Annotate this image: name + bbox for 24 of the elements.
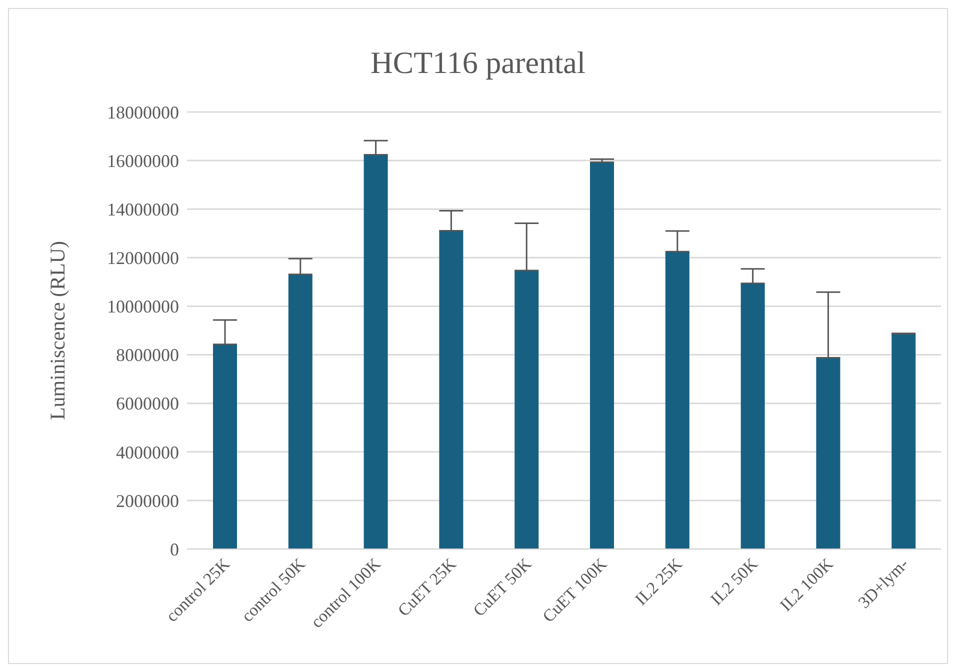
x-tick-label: IL2 25K	[631, 554, 686, 609]
y-tick-label: 14000000	[107, 200, 179, 220]
y-tick-label: 16000000	[107, 150, 179, 171]
bar	[816, 358, 840, 549]
y-tick-label: 8000000	[116, 345, 179, 366]
y-axis-title: Luminiscence (RLU)	[45, 240, 70, 420]
bar	[590, 162, 614, 549]
bar	[892, 334, 916, 549]
bar	[665, 252, 690, 549]
chart-title: HCT116 parental	[370, 45, 586, 81]
bar	[514, 270, 539, 549]
y-tick-label: 18000000	[107, 102, 179, 122]
y-tick-label: 4000000	[116, 442, 179, 462]
bar	[740, 283, 765, 549]
y-tick-label: 6000000	[116, 394, 179, 414]
x-tick-label: IL2 50K	[706, 554, 762, 609]
bar	[213, 344, 237, 549]
bar	[364, 154, 388, 549]
bar	[288, 274, 312, 549]
y-tick-label: 10000000	[107, 296, 179, 317]
y-tick-label: 2000000	[116, 490, 179, 511]
y-tick-label: 0	[170, 539, 179, 560]
bar	[439, 230, 464, 549]
y-tick-label: 12000000	[107, 248, 179, 268]
